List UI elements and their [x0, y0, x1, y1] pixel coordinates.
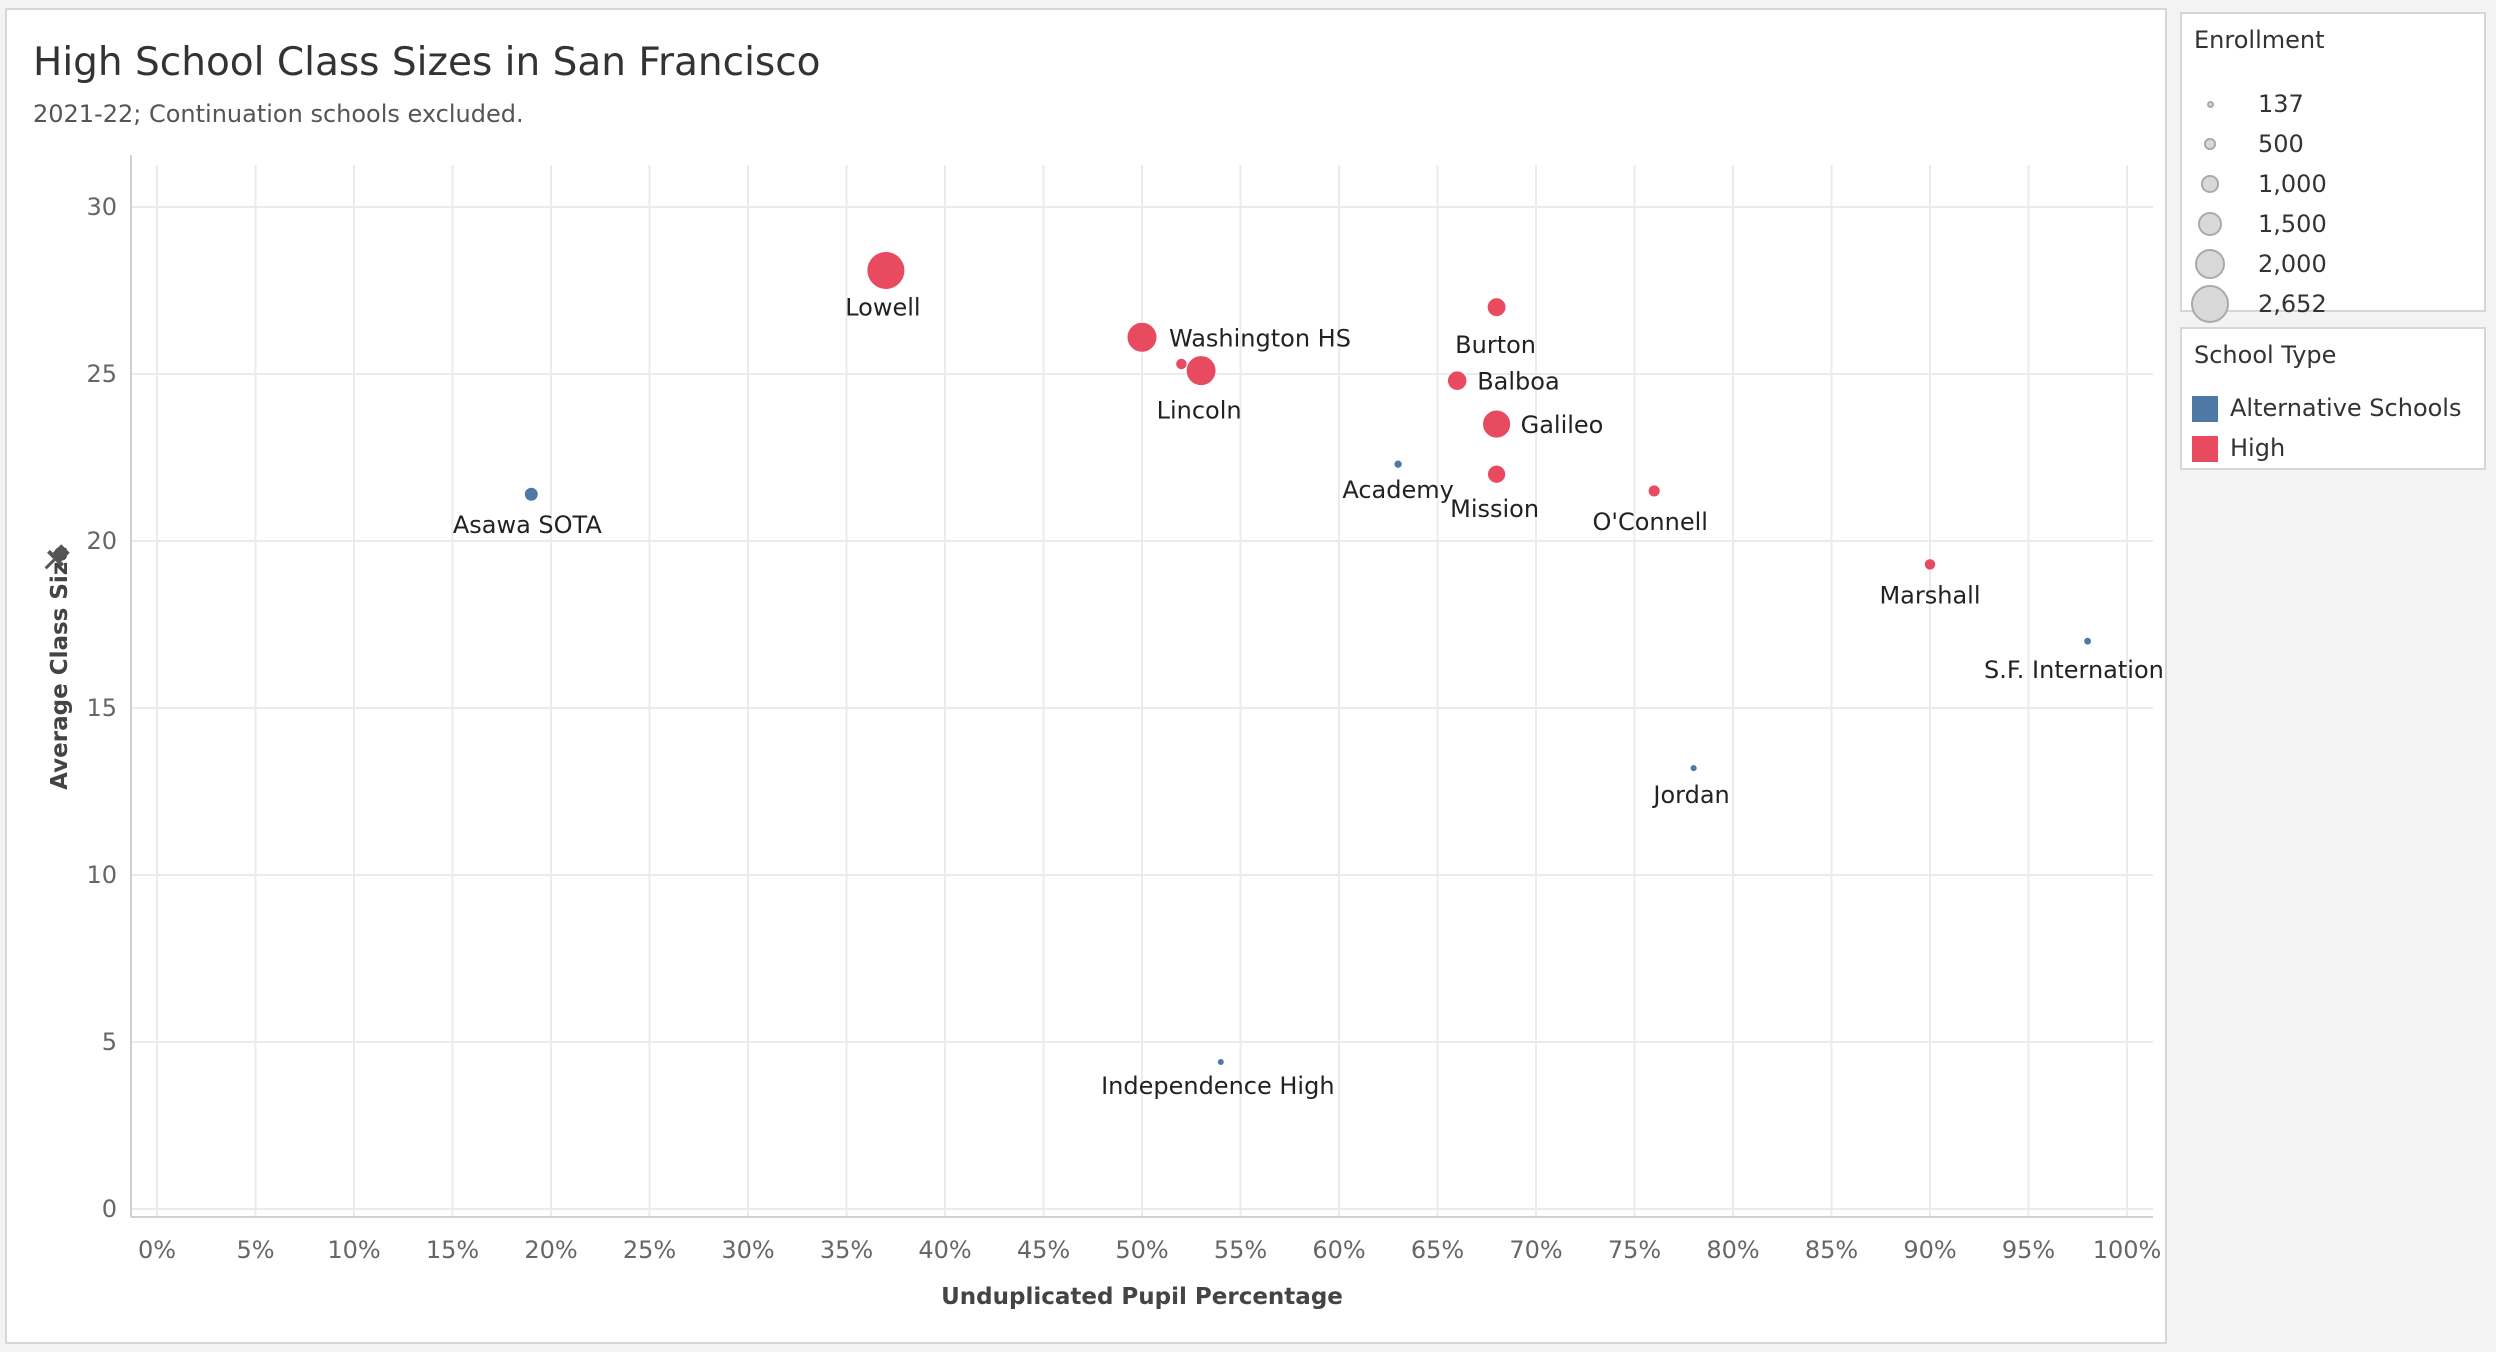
y-tick-label: 20 [86, 527, 117, 555]
axes: 0% 5% 10% 15% 20% 25% 30% 35% 40% 45% 50% 55% 60% 65%… [44, 155, 2162, 1310]
chart-title: High School Class Sizes in San Francisco [33, 40, 821, 85]
x-tick-label: 0% [138, 1236, 176, 1264]
point-label: Jordan [1651, 781, 1729, 809]
point-label: Balboa [1477, 368, 1559, 396]
chart-subtitle: 2021-22; Continuation schools excluded. [33, 100, 524, 128]
color-swatch-icon [2192, 436, 2218, 462]
x-tick-label: 70% [1509, 1236, 1562, 1264]
point-label: Independence High [1101, 1072, 1334, 1100]
point-label: Asawa SOTA [453, 511, 603, 539]
point-label: Mission [1450, 495, 1539, 523]
x-tick-label: 20% [524, 1236, 577, 1264]
x-tick-label: 65% [1411, 1236, 1464, 1264]
point-label: O'Connell [1592, 508, 1707, 536]
school-type-legend: School Type Alternative Schools High [2180, 327, 2486, 470]
grid [131, 165, 2153, 1217]
point-label: Marshall [1879, 581, 1980, 609]
x-tick-label: 75% [1608, 1236, 1661, 1264]
data-point-marshall[interactable] [1923, 558, 1937, 571]
x-tick-label: 55% [1214, 1236, 1267, 1264]
y-tick-label: 30 [86, 193, 117, 221]
y-tick-label: 10 [86, 861, 117, 889]
school-type-legend-item[interactable]: High [2192, 429, 2482, 469]
y-tick-label: 5 [102, 1028, 117, 1056]
x-tick-label: 10% [327, 1236, 380, 1264]
size-circle-icon [2206, 100, 2214, 108]
enrollment-legend-item[interactable]: 1,500 [2192, 204, 2472, 244]
x-tick-label: 25% [623, 1236, 676, 1264]
point-label: Galileo [1521, 411, 1604, 439]
point-label: Lincoln [1157, 397, 1242, 425]
data-point-independence-high[interactable] [1216, 1058, 1225, 1067]
size-circle-icon [2198, 212, 2222, 236]
enrollment-legend-label: 1,000 [2258, 170, 2327, 198]
data-point-s-f-international[interactable] [2083, 636, 2092, 646]
x-tick-label: 95% [2002, 1236, 2055, 1264]
size-circle-icon [2195, 249, 2225, 279]
enrollment-legend-label: 2,652 [2258, 290, 2327, 318]
x-axis-title: Unduplicated Pupil Percentage [941, 1284, 1343, 1310]
data-points [523, 250, 2092, 1067]
size-circle-icon [2204, 138, 2216, 150]
point-labels: Lowell Washington HS Lincoln Burton Balboa Ga… [453, 293, 2165, 1100]
point-label: Lowell [845, 293, 920, 321]
x-tick-label: 100% [2093, 1236, 2162, 1264]
point-label: S.F. International [1984, 656, 2165, 684]
point-label: Burton [1455, 331, 1536, 359]
x-tick-label: 15% [426, 1236, 479, 1264]
data-point-burton[interactable] [1486, 297, 1507, 318]
data-point-balboa[interactable] [1446, 370, 1468, 391]
x-tick-label: 50% [1115, 1236, 1168, 1264]
y-tick-label: 0 [102, 1195, 117, 1223]
x-tick-label: 85% [1805, 1236, 1858, 1264]
y-tick-label: 15 [86, 694, 117, 722]
x-tick-label: 60% [1312, 1236, 1365, 1264]
chart-panel: High School Class Sizes in San Francisco… [5, 8, 2167, 1344]
data-point-galileo[interactable] [1482, 409, 1512, 439]
enrollment-legend-item[interactable]: 1,000 [2192, 164, 2472, 204]
enrollment-legend-label: 2,000 [2258, 250, 2327, 278]
data-point-jordan[interactable] [1689, 764, 1698, 773]
data-point-mission[interactable] [1486, 464, 1507, 484]
x-tick-label: 35% [820, 1236, 873, 1264]
color-swatch-icon [2192, 396, 2218, 422]
data-point-o-connell[interactable] [1647, 484, 1661, 498]
x-tick-label: 45% [1017, 1236, 1070, 1264]
x-tick-label: 30% [721, 1236, 774, 1264]
y-tick-label: 25 [86, 360, 117, 388]
enrollment-legend-item[interactable]: 137 [2192, 84, 2472, 124]
school-type-legend-label: Alternative Schools [2230, 394, 2462, 422]
x-tick-label: 40% [918, 1236, 971, 1264]
scatter-plot: 0% 5% 10% 15% 20% 25% 30% 35% 40% 45% 50% 55% 60% 65%… [44, 155, 2165, 1310]
enrollment-legend: Enrollment 137 500 1,000 1,500 2,000 2,652 [2180, 12, 2486, 323]
data-point-asawa-sota[interactable] [523, 486, 539, 502]
point-label: Washington HS [1169, 324, 1351, 352]
enrollment-legend-label: 137 [2258, 90, 2304, 118]
x-tick-label: 80% [1706, 1236, 1759, 1264]
enrollment-legend-item[interactable]: 500 [2192, 124, 2472, 164]
school-type-legend-label: High [2230, 434, 2286, 462]
size-circle-icon [2201, 175, 2219, 193]
enrollment-legend-item[interactable]: 2,000 [2192, 244, 2472, 284]
enrollment-legend-item[interactable]: 2,652 [2191, 284, 2472, 324]
y-axis-title: Average Class Size [47, 546, 73, 790]
school-type-legend-item[interactable]: Alternative Schools [2192, 389, 2482, 429]
x-tick-label: 5% [236, 1236, 274, 1264]
enrollment-legend-label: 500 [2258, 130, 2304, 158]
x-tick-label: 90% [1903, 1236, 1956, 1264]
data-point-lowell[interactable] [866, 250, 906, 290]
enrollment-legend-title: Enrollment [2194, 26, 2325, 54]
data-point-washington-hs[interactable] [1126, 321, 1158, 353]
enrollment-legend-label: 1,500 [2258, 210, 2327, 238]
point-label: Academy [1342, 476, 1453, 504]
data-point[interactable] [1175, 357, 1188, 371]
data-point-academy[interactable] [1393, 459, 1403, 469]
size-circle-icon [2191, 285, 2229, 323]
school-type-legend-title: School Type [2194, 341, 2337, 369]
data-point-lincoln[interactable] [1185, 355, 1217, 387]
